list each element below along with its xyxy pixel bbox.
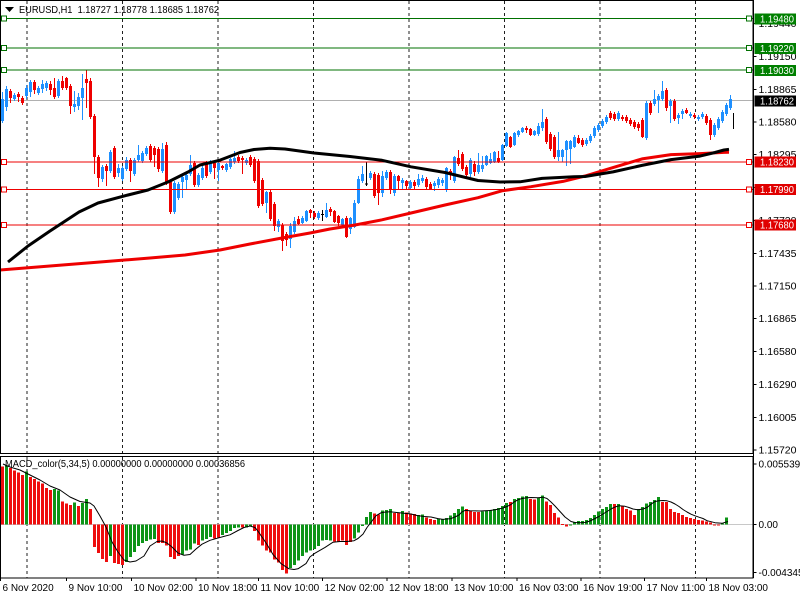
svg-text:9 Nov 10:00: 9 Nov 10:00 <box>69 583 123 594</box>
svg-text:6 Nov 2020: 6 Nov 2020 <box>3 583 55 594</box>
svg-text:10 Nov 02:00: 10 Nov 02:00 <box>134 583 194 594</box>
svg-text:18 Nov 03:00: 18 Nov 03:00 <box>709 583 769 594</box>
svg-text:1.18230: 1.18230 <box>760 158 794 169</box>
svg-text:1.17680: 1.17680 <box>760 221 794 232</box>
svg-text:17 Nov 11:00: 17 Nov 11:00 <box>647 583 706 594</box>
svg-text:1.16580: 1.16580 <box>759 347 797 358</box>
svg-text:1.18295: 1.18295 <box>759 150 797 161</box>
svg-text:1.19150: 1.19150 <box>759 52 797 63</box>
svg-text:1.16865: 1.16865 <box>759 314 797 325</box>
svg-text:1.16290: 1.16290 <box>759 380 797 391</box>
svg-text:1.19220: 1.19220 <box>760 44 794 55</box>
svg-text:1.19440: 1.19440 <box>759 19 797 30</box>
svg-text:EURUSD,H1 1.18727 1.18778 1.1: EURUSD,H1 1.18727 1.18778 1.18685 1.1876… <box>19 5 219 16</box>
svg-text:0.00: 0.00 <box>759 520 779 531</box>
svg-text:16 Nov 03:00: 16 Nov 03:00 <box>519 583 579 594</box>
svg-text:1.18865: 1.18865 <box>759 85 797 96</box>
svg-text:MACD_color(5,34,5) 0.00000000: MACD_color(5,34,5) 0.00000000 0.00000000… <box>5 459 245 470</box>
svg-text:1.18762: 1.18762 <box>760 97 794 108</box>
svg-text:-0.0043450: -0.0043450 <box>759 568 800 579</box>
svg-text:12 Nov 02:00: 12 Nov 02:00 <box>325 583 385 594</box>
svg-text:16 Nov 19:00: 16 Nov 19:00 <box>583 583 643 594</box>
svg-text:0.0055396: 0.0055396 <box>759 460 800 471</box>
svg-text:1.18580: 1.18580 <box>759 118 797 129</box>
svg-text:1.19480: 1.19480 <box>760 14 794 25</box>
svg-text:11 Nov 10:00: 11 Nov 10:00 <box>261 583 320 594</box>
svg-text:13 Nov 10:00: 13 Nov 10:00 <box>454 583 514 594</box>
svg-text:1.17150: 1.17150 <box>759 282 797 293</box>
svg-text:1.17990: 1.17990 <box>760 185 794 196</box>
svg-text:1.16005: 1.16005 <box>759 413 797 424</box>
svg-text:1.15720: 1.15720 <box>759 446 797 457</box>
svg-text:12 Nov 18:00: 12 Nov 18:00 <box>389 583 449 594</box>
svg-text:1.17435: 1.17435 <box>759 249 797 260</box>
svg-text:10 Nov 18:00: 10 Nov 18:00 <box>198 583 258 594</box>
svg-text:1.19030: 1.19030 <box>760 66 794 77</box>
